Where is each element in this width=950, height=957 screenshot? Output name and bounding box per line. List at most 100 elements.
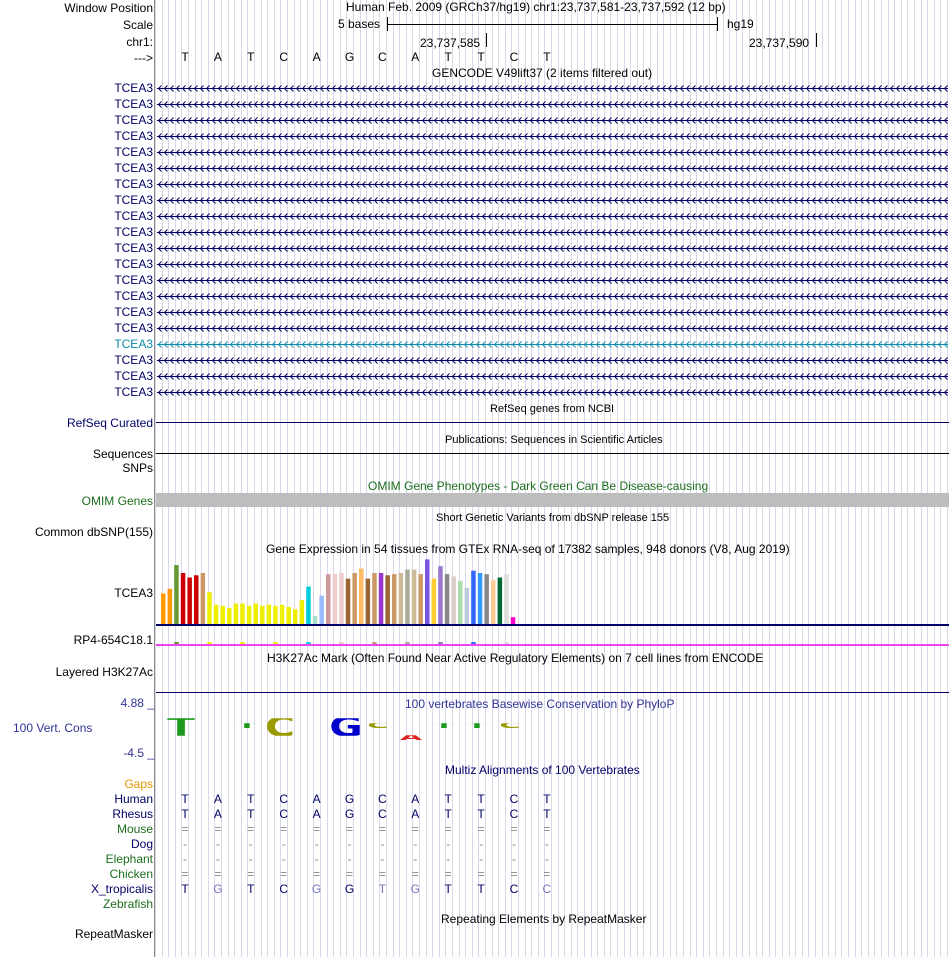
gencode-gene-feature[interactable] (157, 229, 948, 236)
gtex-tissue-bar-rp4[interactable] (339, 642, 344, 644)
gtex-tissue-bar[interactable] (484, 574, 489, 624)
gencode-gene-feature[interactable] (157, 373, 948, 380)
gencode-gene-feature[interactable] (157, 309, 948, 316)
gtex-tissue-bar[interactable] (200, 573, 206, 624)
gtex-tissue-bar[interactable] (398, 573, 404, 624)
gencode-gene-feature[interactable] (157, 389, 948, 396)
gtex-tissue-bar-rp4[interactable] (207, 642, 212, 644)
gtex-tissue-bar[interactable] (220, 605, 225, 624)
gencode-gene-label[interactable]: TCEA3 (114, 353, 153, 367)
gtex-tissue-bar-rp4[interactable] (405, 642, 410, 644)
gtex-tissue-bar[interactable] (365, 578, 371, 624)
dbsnp-track-title[interactable]: Short Genetic Variants from dbSNP releas… (436, 512, 670, 524)
gencode-gene-label[interactable]: TCEA3 (114, 385, 153, 399)
gtex-tissue-bar[interactable] (444, 574, 450, 624)
gencode-gene-feature[interactable] (157, 341, 948, 348)
gtex-bar-chart-rp4[interactable] (155, 640, 950, 646)
multiz-species-label[interactable]: Human (114, 792, 153, 806)
gtex-tissue-bar[interactable] (233, 603, 239, 624)
gencode-gene-feature[interactable] (157, 325, 948, 332)
gtex-tissue-bar[interactable] (174, 565, 179, 624)
gtex-tissue-bar[interactable] (392, 574, 397, 624)
gtex-tissue-bar[interactable] (345, 578, 351, 624)
publications-track-label[interactable]: Sequences (92, 447, 153, 461)
gencode-gene-label[interactable]: TCEA3 (114, 257, 153, 271)
gtex-tissue-bar[interactable] (438, 566, 443, 624)
gtex-tissue-bar[interactable] (279, 604, 285, 624)
gtex-tissue-bar[interactable] (464, 587, 470, 624)
gtex-tissue-bar[interactable] (213, 604, 219, 624)
gtex-tissue-bar[interactable] (458, 580, 463, 624)
gtex-tissue-bar[interactable] (352, 573, 357, 624)
gencode-gene-feature[interactable] (157, 101, 948, 108)
gtex-tissue-bar[interactable] (405, 569, 410, 624)
omim-phenotype-bar[interactable] (156, 493, 949, 507)
gencode-gene-feature[interactable] (157, 149, 948, 156)
h3k27ac-track-title[interactable]: H3K27Ac Mark (Often Found Near Active Re… (267, 651, 764, 665)
gencode-gene-label[interactable]: TCEA3 (114, 97, 153, 111)
gtex-tissue-bar[interactable] (260, 605, 265, 624)
gtex-tissue-bar[interactable] (431, 578, 437, 624)
gencode-gene-label[interactable]: TCEA3 (114, 321, 153, 335)
gtex-tissue-bar[interactable] (246, 605, 252, 624)
gencode-gene-label[interactable]: TCEA3 (114, 273, 153, 287)
gtex-tissue-bar[interactable] (312, 616, 318, 624)
h3k27ac-track-label[interactable]: Layered H3K27Ac (55, 665, 153, 679)
gtex-tissue-bar[interactable] (194, 575, 199, 624)
gtex-bar-chart[interactable] (155, 555, 950, 627)
gencode-gene-label[interactable]: TCEA3 (114, 369, 153, 383)
gtex-tissue-bar[interactable] (510, 617, 516, 624)
gencode-gene-feature[interactable] (157, 181, 948, 188)
refseq-track-label[interactable]: RefSeq Curated (66, 416, 153, 430)
gencode-gene-feature[interactable] (157, 261, 948, 268)
gtex-tissue-bar[interactable] (240, 603, 245, 624)
gtex-tissue-bar[interactable] (497, 577, 503, 624)
gtex-tissue-bar[interactable] (299, 600, 305, 624)
gtex-gene-label-tcea3[interactable]: TCEA3 (114, 586, 153, 600)
gtex-tissue-bar[interactable] (319, 595, 324, 624)
multiz-track-title[interactable]: Multiz Alignments of 100 Vertebrates (445, 763, 640, 777)
multiz-species-label[interactable]: X_tropicalis (90, 882, 153, 896)
gtex-tissue-bar[interactable] (293, 609, 298, 624)
gtex-tissue-bar[interactable] (378, 573, 384, 624)
gtex-tissue-bar[interactable] (227, 608, 232, 624)
gencode-gene-label[interactable]: TCEA3 (114, 225, 153, 239)
gencode-gene-label[interactable]: TCEA3 (114, 289, 153, 303)
gencode-gene-label[interactable]: TCEA3 (114, 145, 153, 159)
gtex-tissue-bar[interactable] (451, 576, 456, 624)
gtex-tissue-bar[interactable] (425, 559, 430, 624)
gtex-tissue-bar[interactable] (359, 568, 364, 624)
gencode-gene-feature[interactable] (157, 117, 948, 124)
gencode-gene-label[interactable]: TCEA3 (114, 209, 153, 223)
gencode-gene-feature[interactable] (157, 277, 948, 284)
gtex-tissue-bar[interactable] (326, 574, 331, 624)
gtex-tissue-bar[interactable] (339, 573, 344, 624)
gtex-gene-label-rp4[interactable]: RP4-654C18.1 (73, 633, 153, 647)
gtex-tissue-bar-rp4[interactable] (504, 642, 509, 644)
gtex-tissue-bar[interactable] (491, 579, 496, 624)
gtex-tissue-bar[interactable] (418, 574, 423, 624)
gtex-tissue-bar-rp4[interactable] (471, 642, 476, 644)
repeatmasker-track-label[interactable]: RepeatMasker (74, 927, 153, 941)
gencode-gene-feature[interactable] (157, 133, 948, 140)
gencode-gene-feature[interactable] (157, 213, 948, 220)
gtex-tissue-bar[interactable] (332, 574, 338, 624)
snps-label[interactable]: SNPs (122, 461, 153, 475)
omim-track-label[interactable]: OMIM Genes (81, 494, 153, 508)
gtex-tissue-bar-rp4[interactable] (174, 642, 179, 644)
gtex-tissue-bar-rp4[interactable] (372, 642, 377, 644)
gtex-track-title[interactable]: Gene Expression in 54 tissues from GTEx … (266, 542, 790, 556)
gtex-tissue-bar[interactable] (306, 586, 311, 624)
gtex-tissue-bar[interactable] (266, 604, 272, 624)
multiz-species-label[interactable]: Dog (130, 837, 153, 851)
conservation-track-label[interactable]: 100 Vert. Cons (13, 721, 93, 735)
gencode-gene-label[interactable]: TCEA3 (114, 337, 153, 351)
gencode-gene-label[interactable]: TCEA3 (114, 161, 153, 175)
multiz-species-label[interactable]: Mouse (116, 822, 153, 836)
multiz-species-label[interactable]: Elephant (105, 852, 153, 866)
multiz-species-label[interactable]: Zebrafish (102, 897, 153, 911)
gencode-gene-feature[interactable] (157, 245, 948, 252)
gencode-gene-label[interactable]: TCEA3 (114, 193, 153, 207)
gencode-gene-label[interactable]: TCEA3 (114, 177, 153, 191)
gtex-tissue-bar[interactable] (167, 588, 173, 624)
